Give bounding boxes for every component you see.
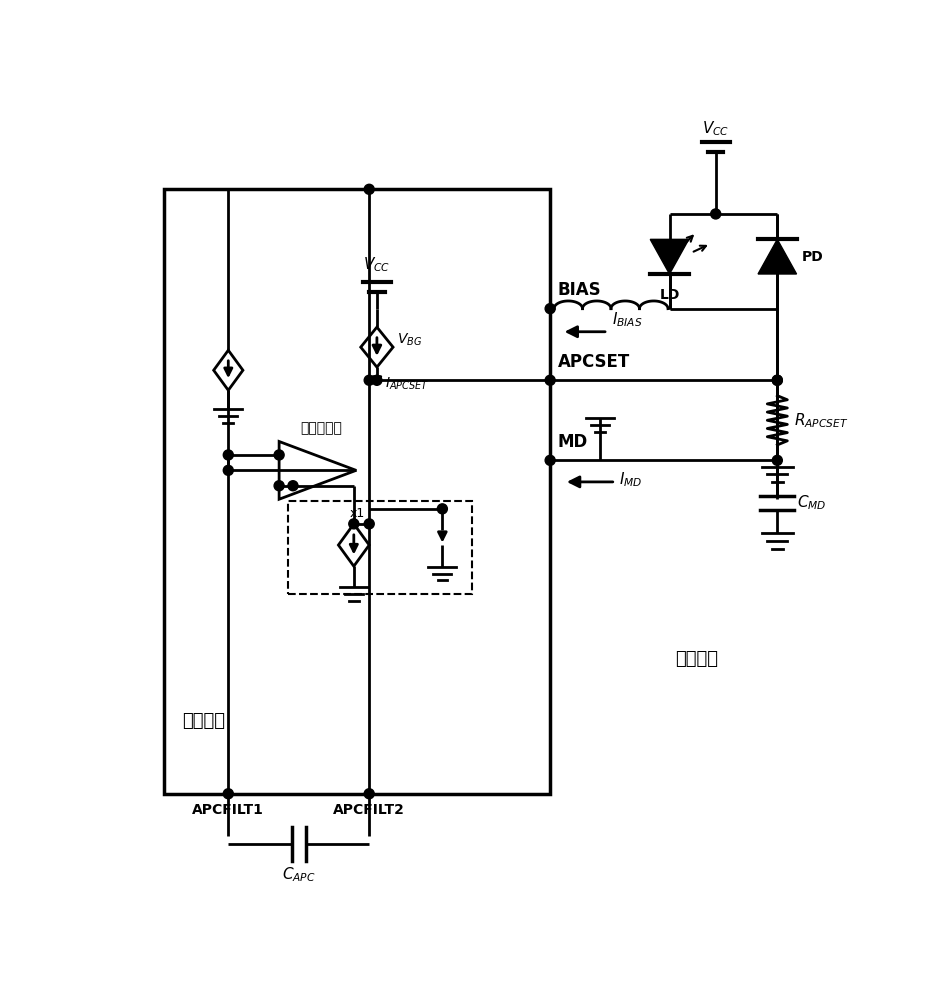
Circle shape xyxy=(773,375,782,385)
Circle shape xyxy=(349,519,359,529)
Text: $V_{CC}$: $V_{CC}$ xyxy=(363,255,391,274)
Circle shape xyxy=(364,375,374,385)
Circle shape xyxy=(545,375,555,385)
Text: $I_{BIAS}$: $I_{BIAS}$ xyxy=(612,311,643,329)
Circle shape xyxy=(438,504,447,514)
Text: MD: MD xyxy=(558,433,588,451)
Text: $C_{MD}$: $C_{MD}$ xyxy=(797,493,826,512)
Circle shape xyxy=(711,209,720,219)
Text: PD: PD xyxy=(802,250,824,264)
Circle shape xyxy=(364,184,374,194)
Circle shape xyxy=(364,519,374,529)
Circle shape xyxy=(372,375,382,385)
Text: $R_{APCSET}$: $R_{APCSET}$ xyxy=(794,411,849,430)
Text: APCSET: APCSET xyxy=(558,353,630,371)
Text: 芯片内部: 芯片内部 xyxy=(182,712,225,730)
Circle shape xyxy=(545,455,555,465)
Circle shape xyxy=(223,450,233,460)
Text: $V_{CC}$: $V_{CC}$ xyxy=(702,119,730,138)
Text: BIAS: BIAS xyxy=(558,281,602,299)
Circle shape xyxy=(223,465,233,475)
Text: $I_{APCSET}$: $I_{APCSET}$ xyxy=(384,375,429,392)
Text: $C_{APC}$: $C_{APC}$ xyxy=(282,865,315,884)
Circle shape xyxy=(545,304,555,314)
Text: $V_{BG}$: $V_{BG}$ xyxy=(397,331,422,348)
Text: LD: LD xyxy=(660,288,680,302)
Circle shape xyxy=(223,789,233,799)
Circle shape xyxy=(288,481,298,491)
Polygon shape xyxy=(650,239,689,274)
Text: x1: x1 xyxy=(350,507,366,520)
Text: $I_{MD}$: $I_{MD}$ xyxy=(620,470,643,489)
Circle shape xyxy=(773,375,782,385)
Circle shape xyxy=(364,789,374,799)
Circle shape xyxy=(274,481,285,491)
Text: 芯片外部: 芯片外部 xyxy=(675,650,718,668)
FancyBboxPatch shape xyxy=(163,189,550,794)
Polygon shape xyxy=(758,239,797,274)
FancyBboxPatch shape xyxy=(288,501,471,594)
Text: APCFILT2: APCFILT2 xyxy=(333,803,405,817)
Text: APCFILT1: APCFILT1 xyxy=(192,803,264,817)
Circle shape xyxy=(274,450,285,460)
Circle shape xyxy=(773,455,782,465)
Text: 误差放大器: 误差放大器 xyxy=(300,421,342,435)
